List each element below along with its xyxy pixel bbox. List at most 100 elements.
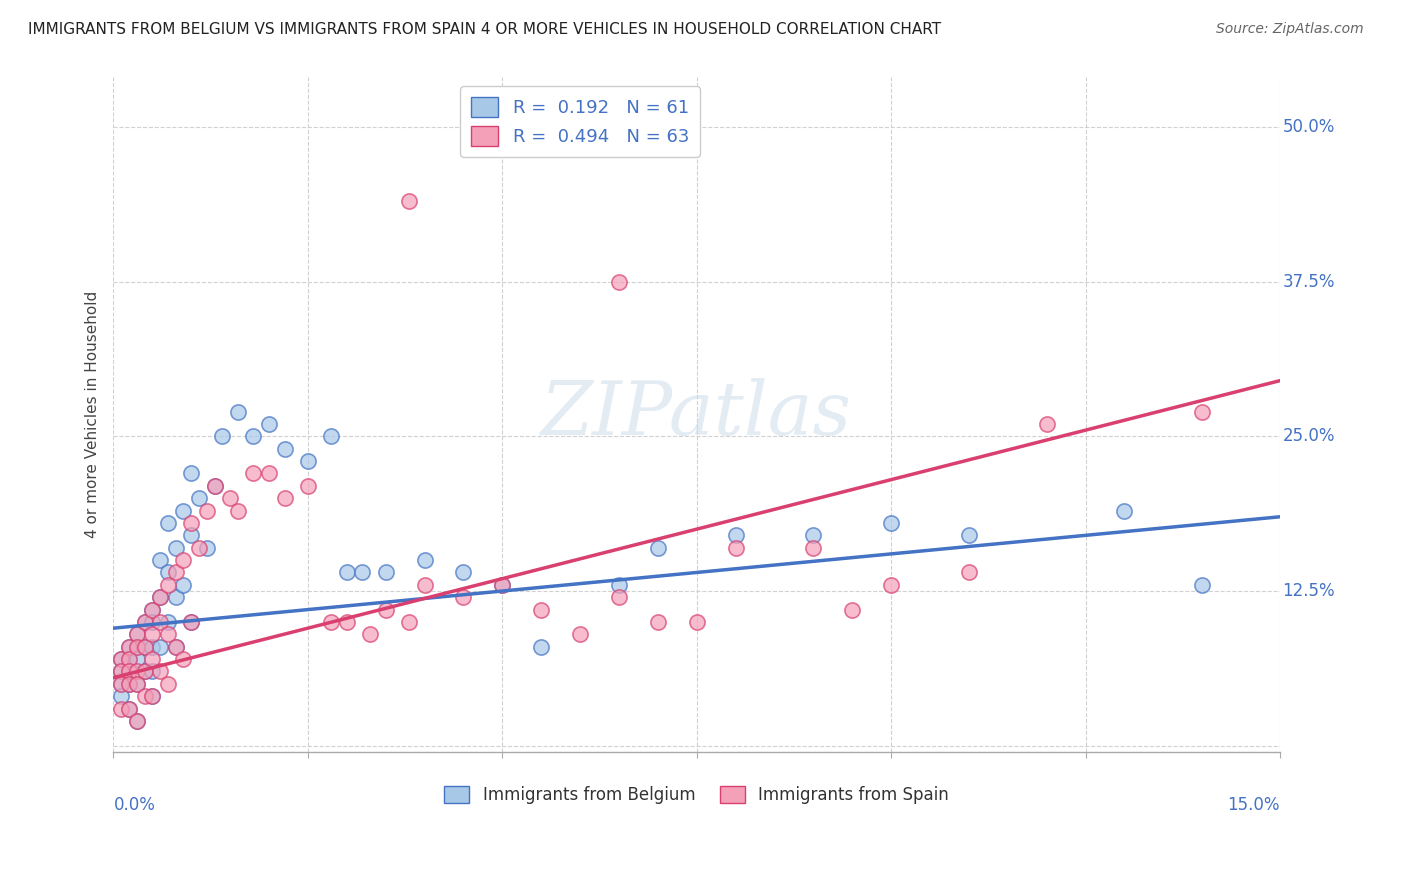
Point <box>374 566 396 580</box>
Point <box>141 665 163 679</box>
Point <box>110 665 132 679</box>
Point <box>149 591 172 605</box>
Point <box>273 491 295 506</box>
Point <box>125 714 148 728</box>
Point <box>374 602 396 616</box>
Point <box>141 627 163 641</box>
Point <box>118 677 141 691</box>
Text: 15.0%: 15.0% <box>1227 796 1279 814</box>
Point <box>125 640 148 654</box>
Point <box>195 541 218 555</box>
Point <box>413 578 436 592</box>
Point <box>118 640 141 654</box>
Point <box>647 615 669 629</box>
Point <box>321 615 343 629</box>
Point <box>110 677 132 691</box>
Point <box>165 566 187 580</box>
Point <box>180 516 202 530</box>
Point <box>352 566 374 580</box>
Point <box>1114 503 1136 517</box>
Point <box>118 665 141 679</box>
Point <box>141 602 163 616</box>
Point <box>226 404 249 418</box>
Text: 0.0%: 0.0% <box>114 796 156 814</box>
Point <box>141 690 163 704</box>
Point <box>607 275 630 289</box>
Point <box>180 615 202 629</box>
Point <box>841 602 863 616</box>
Point <box>297 479 319 493</box>
Point <box>297 454 319 468</box>
Point <box>724 528 747 542</box>
Point <box>156 578 179 592</box>
Point <box>165 640 187 654</box>
Point <box>125 665 148 679</box>
Point <box>156 615 179 629</box>
Point <box>880 578 903 592</box>
Y-axis label: 4 or more Vehicles in Household: 4 or more Vehicles in Household <box>86 291 100 538</box>
Point <box>180 615 202 629</box>
Point <box>647 541 669 555</box>
Point <box>156 516 179 530</box>
Text: 25.0%: 25.0% <box>1282 427 1334 445</box>
Point <box>134 640 156 654</box>
Point <box>165 640 187 654</box>
Point <box>1035 417 1057 431</box>
Point <box>118 701 141 715</box>
Point <box>569 627 592 641</box>
Point <box>134 690 156 704</box>
Point <box>336 615 359 629</box>
Point <box>172 652 194 666</box>
Point <box>257 467 280 481</box>
Point <box>134 640 156 654</box>
Text: 12.5%: 12.5% <box>1282 582 1334 600</box>
Point <box>141 640 163 654</box>
Point <box>110 701 132 715</box>
Point <box>607 578 630 592</box>
Point <box>257 417 280 431</box>
Point <box>211 429 233 443</box>
Point <box>273 442 295 456</box>
Point <box>242 467 264 481</box>
Point <box>172 578 194 592</box>
Point <box>141 690 163 704</box>
Point <box>118 640 141 654</box>
Point <box>110 665 132 679</box>
Point <box>242 429 264 443</box>
Point <box>491 578 513 592</box>
Text: Source: ZipAtlas.com: Source: ZipAtlas.com <box>1216 22 1364 37</box>
Point <box>607 591 630 605</box>
Point <box>125 677 148 691</box>
Point <box>957 566 980 580</box>
Point <box>413 553 436 567</box>
Point <box>118 652 141 666</box>
Point <box>165 541 187 555</box>
Point <box>110 652 132 666</box>
Point <box>125 627 148 641</box>
Point <box>149 591 172 605</box>
Point <box>165 591 187 605</box>
Point <box>219 491 242 506</box>
Text: IMMIGRANTS FROM BELGIUM VS IMMIGRANTS FROM SPAIN 4 OR MORE VEHICLES IN HOUSEHOLD: IMMIGRANTS FROM BELGIUM VS IMMIGRANTS FR… <box>28 22 941 37</box>
Point <box>803 541 825 555</box>
Point <box>188 491 211 506</box>
Point <box>180 528 202 542</box>
Point <box>453 591 475 605</box>
Point <box>204 479 226 493</box>
Point <box>398 615 420 629</box>
Point <box>125 677 148 691</box>
Point <box>188 541 211 555</box>
Point <box>156 566 179 580</box>
Point <box>118 652 141 666</box>
Point <box>134 615 156 629</box>
Point <box>149 640 172 654</box>
Point <box>141 652 163 666</box>
Point <box>880 516 903 530</box>
Point <box>1191 578 1213 592</box>
Point <box>125 640 148 654</box>
Point <box>141 602 163 616</box>
Point <box>110 677 132 691</box>
Point <box>172 503 194 517</box>
Point <box>530 602 553 616</box>
Point <box>149 553 172 567</box>
